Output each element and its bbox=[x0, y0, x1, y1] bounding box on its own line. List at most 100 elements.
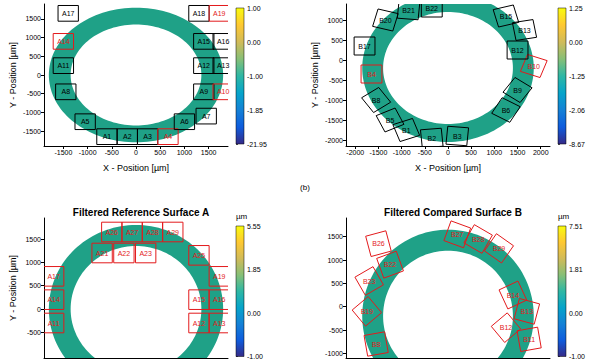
svg-text:0: 0 bbox=[339, 303, 343, 310]
svg-text:Y - Position [µm]: Y - Position [µm] bbox=[8, 255, 18, 321]
svg-text:1500: 1500 bbox=[510, 149, 526, 156]
svg-text:500: 500 bbox=[154, 149, 166, 156]
svg-text:A11: A11 bbox=[57, 62, 69, 69]
svg-text:0.00: 0.00 bbox=[569, 310, 583, 317]
svg-text:A17: A17 bbox=[47, 273, 60, 280]
svg-text:A15: A15 bbox=[198, 38, 211, 45]
svg-text:1500: 1500 bbox=[25, 15, 41, 22]
svg-text:A17: A17 bbox=[62, 10, 75, 17]
svg-text:B8: B8 bbox=[372, 97, 381, 104]
svg-text:A1: A1 bbox=[103, 133, 112, 140]
svg-text:-21.95: -21.95 bbox=[247, 141, 267, 148]
svg-text:A19: A19 bbox=[213, 273, 226, 280]
svg-text:A13: A13 bbox=[217, 62, 230, 69]
svg-text:-1.00: -1.00 bbox=[569, 353, 585, 360]
svg-text:500: 500 bbox=[29, 53, 41, 60]
svg-text:0.00: 0.00 bbox=[569, 39, 583, 46]
svg-text:-500: -500 bbox=[27, 90, 41, 97]
svg-text:500: 500 bbox=[29, 282, 41, 289]
svg-text:B17: B17 bbox=[358, 43, 371, 50]
svg-text:A29: A29 bbox=[167, 229, 180, 236]
svg-text:A21: A21 bbox=[96, 250, 109, 257]
svg-text:A12: A12 bbox=[198, 62, 211, 69]
svg-text:1500: 1500 bbox=[25, 236, 41, 243]
svg-text:B22: B22 bbox=[384, 261, 397, 268]
svg-text:2000: 2000 bbox=[533, 149, 549, 156]
svg-text:B14: B14 bbox=[507, 292, 520, 299]
svg-text:B13: B13 bbox=[518, 27, 531, 34]
svg-text:B28: B28 bbox=[472, 236, 485, 243]
svg-text:1000: 1000 bbox=[25, 34, 41, 41]
svg-text:B13: B13 bbox=[521, 308, 534, 315]
svg-text:B6: B6 bbox=[502, 107, 511, 114]
svg-text:A12: A12 bbox=[193, 320, 206, 327]
svg-text:-1000: -1000 bbox=[79, 149, 97, 156]
svg-text:-1.00: -1.00 bbox=[247, 73, 263, 80]
svg-text:A11: A11 bbox=[48, 320, 60, 327]
svg-text:-1500: -1500 bbox=[370, 149, 388, 156]
svg-text:-1500: -1500 bbox=[54, 149, 72, 156]
svg-text:1000: 1000 bbox=[25, 259, 41, 266]
svg-text:A27: A27 bbox=[126, 229, 139, 236]
svg-text:-1.25: -1.25 bbox=[569, 73, 585, 80]
svg-text:B2: B2 bbox=[427, 135, 436, 142]
svg-text:0: 0 bbox=[339, 57, 343, 64]
svg-text:7.51: 7.51 bbox=[569, 223, 583, 230]
svg-text:-8.67: -8.67 bbox=[569, 141, 585, 148]
svg-text:1000: 1000 bbox=[487, 149, 503, 156]
svg-text:A8: A8 bbox=[62, 88, 71, 95]
svg-text:A16: A16 bbox=[213, 296, 226, 303]
svg-text:B11: B11 bbox=[523, 336, 535, 343]
svg-text:X - Position [µm]: X - Position [µm] bbox=[415, 163, 481, 173]
svg-text:1.00: 1.00 bbox=[247, 5, 261, 12]
svg-text:B4: B4 bbox=[367, 71, 376, 78]
svg-text:A25: A25 bbox=[193, 252, 206, 259]
svg-text:1000: 1000 bbox=[177, 149, 193, 156]
svg-text:A18: A18 bbox=[193, 10, 206, 17]
svg-text:A10: A10 bbox=[217, 88, 230, 95]
svg-text:B10: B10 bbox=[528, 63, 541, 70]
svg-text:500: 500 bbox=[465, 149, 477, 156]
svg-text:0.00: 0.00 bbox=[247, 39, 261, 46]
svg-text:(b): (b) bbox=[300, 183, 310, 192]
svg-text:B3: B3 bbox=[453, 133, 462, 140]
svg-text:1000: 1000 bbox=[327, 257, 343, 264]
svg-text:-1000: -1000 bbox=[23, 109, 41, 116]
svg-text:A13: A13 bbox=[213, 320, 226, 327]
svg-text:B22: B22 bbox=[426, 5, 439, 12]
svg-text:500: 500 bbox=[331, 280, 343, 287]
svg-text:B20: B20 bbox=[379, 17, 392, 24]
svg-text:0: 0 bbox=[134, 149, 138, 156]
svg-text:A15: A15 bbox=[193, 296, 206, 303]
svg-text:-500: -500 bbox=[105, 149, 119, 156]
svg-text:A14: A14 bbox=[57, 38, 70, 45]
svg-text:1.85: 1.85 bbox=[247, 266, 261, 273]
svg-text:Y - Position [µm]: Y - Position [µm] bbox=[8, 42, 18, 108]
svg-text:X - Position [µm]: X - Position [µm] bbox=[103, 163, 169, 173]
svg-text:B12: B12 bbox=[511, 47, 524, 54]
svg-text:A26: A26 bbox=[106, 229, 119, 236]
svg-text:Filtered Reference Surface A: Filtered Reference Surface A bbox=[73, 207, 209, 218]
svg-text:1000: 1000 bbox=[327, 17, 343, 24]
svg-text:A14: A14 bbox=[47, 296, 60, 303]
svg-text:B26: B26 bbox=[372, 240, 385, 247]
svg-text:A16: A16 bbox=[217, 38, 230, 45]
svg-text:-1.00: -1.00 bbox=[247, 353, 263, 360]
svg-text:5.55: 5.55 bbox=[247, 223, 261, 230]
svg-text:A9: A9 bbox=[200, 88, 209, 95]
svg-text:A2: A2 bbox=[123, 133, 132, 140]
svg-text:500: 500 bbox=[331, 37, 343, 44]
svg-text:-500: -500 bbox=[418, 149, 432, 156]
svg-text:-2000: -2000 bbox=[346, 149, 364, 156]
svg-text:B29: B29 bbox=[493, 245, 506, 252]
svg-text:B19: B19 bbox=[361, 308, 374, 315]
svg-text:0: 0 bbox=[37, 72, 41, 79]
svg-text:µm: µm bbox=[236, 212, 248, 221]
svg-text:-1.85: -1.85 bbox=[247, 107, 263, 114]
svg-text:-1000: -1000 bbox=[393, 149, 411, 156]
svg-text:B8: B8 bbox=[372, 341, 381, 348]
svg-text:1.25: 1.25 bbox=[569, 5, 583, 12]
svg-text:B21: B21 bbox=[402, 7, 415, 14]
svg-text:-2000: -2000 bbox=[325, 137, 343, 144]
svg-text:A7: A7 bbox=[202, 113, 211, 120]
